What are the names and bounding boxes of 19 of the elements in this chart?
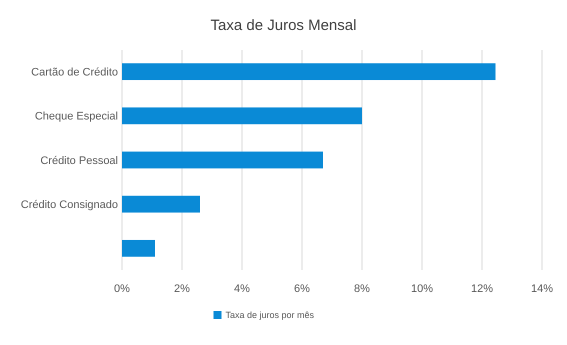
bar (122, 63, 496, 80)
x-tick-label: 0% (114, 283, 130, 295)
x-tick-label: 6% (294, 283, 310, 295)
legend-label: Taxa de juros por mês (226, 310, 315, 320)
x-tick-label: 2% (174, 283, 190, 295)
y-tick-label: Cartão de Crédito (31, 66, 118, 78)
bar (122, 240, 155, 257)
bar (122, 107, 362, 124)
bar (122, 196, 200, 213)
y-tick-label: Cheque Especial (34, 110, 118, 123)
x-tick-label: 10% (410, 283, 434, 295)
x-tick-label: 4% (234, 283, 250, 295)
bar (122, 152, 323, 168)
x-tick-label: 8% (354, 283, 370, 295)
x-tick-label: 12% (470, 283, 494, 295)
y-tick-label: Crédito Consignado (20, 199, 118, 212)
x-tick-label: 14% (530, 283, 554, 295)
chart-title: Taxa de Juros Mensal (210, 17, 356, 34)
y-tick-label: Crédito Pessoal (40, 154, 118, 167)
